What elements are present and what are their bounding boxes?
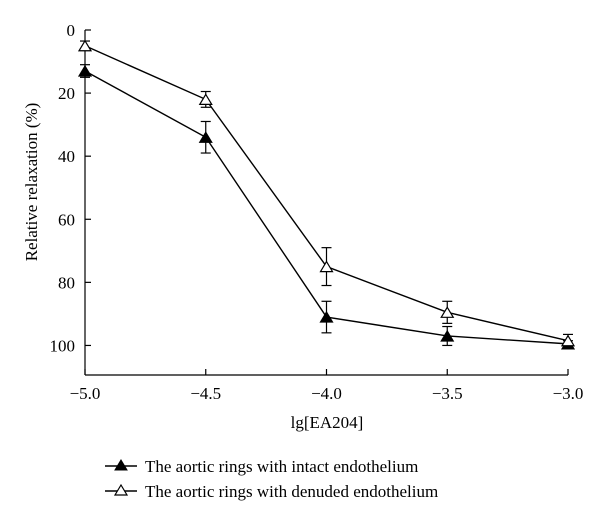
x-tick-label: −3.5 [432,384,463,403]
y-tick-label: 0 [67,21,76,40]
y-tick-label: 60 [58,210,75,229]
data-point-open-triangle [560,334,576,347]
legend-marker-open-triangle-icon [113,483,129,496]
x-tick-label: −5.0 [70,384,101,403]
y-tick-label: 20 [58,84,75,103]
data-point-open-triangle [77,39,93,52]
legend: The aortic rings with intact endothelium… [105,457,438,501]
data-point-filled-triangle [440,329,455,342]
data-point-filled-triangle [77,64,93,77]
y-axis-ticks: 0 20 40 60 80 100 [50,21,91,355]
x-tick-label: −3.0 [553,384,584,403]
x-axis-label: lg[EA204] [291,413,364,432]
y-tick-label: 100 [50,336,76,355]
legend-label-intact: The aortic rings with intact endothelium [145,457,418,476]
series-layer [77,39,576,350]
x-tick-label: −4.0 [311,384,342,403]
x-axis-ticks: −5.0 −4.5 −4.0 −3.5 −3.0 [70,369,584,403]
y-tick-label: 40 [58,147,75,166]
series-denuded [77,39,576,348]
series-line [84,45,569,342]
data-point-open-triangle [440,306,455,318]
y-axis-label: Relative relaxation (%) [22,103,41,262]
legend-item-intact: The aortic rings with intact endothelium [105,457,418,476]
y-tick-label: 80 [58,273,75,292]
series-intact [77,64,576,350]
legend-item-denuded: The aortic rings with denuded endotheliu… [105,482,438,501]
legend-marker-filled-triangle-icon [114,459,128,471]
legend-label-denuded: The aortic rings with denuded endotheliu… [145,482,438,501]
data-point-open-triangle [198,93,213,105]
data-point-filled-triangle [319,310,334,323]
data-point-filled-triangle [198,131,213,143]
data-point-open-triangle [319,260,334,273]
x-tick-label: −4.5 [190,384,221,403]
